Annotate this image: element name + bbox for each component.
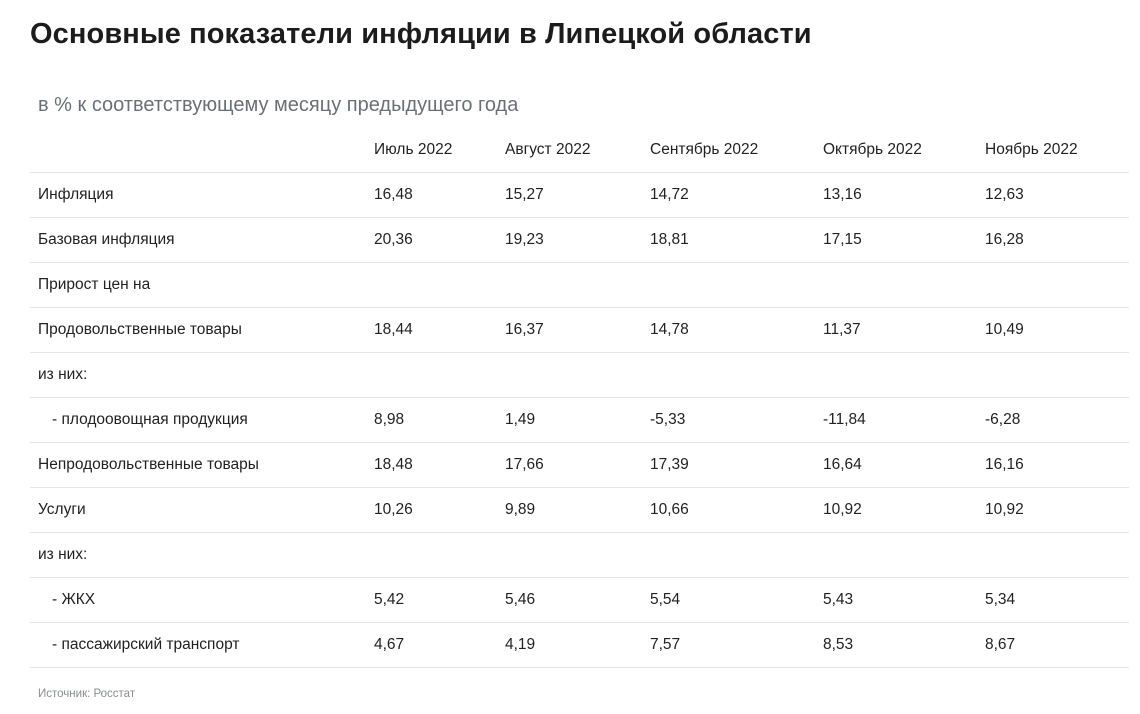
value-cell: 15,27 [497, 172, 642, 218]
value-cell: 4,19 [497, 622, 642, 668]
value-cell: 8,53 [815, 622, 977, 668]
value-cell: 8,98 [366, 397, 497, 443]
value-cell: 14,72 [642, 172, 815, 218]
table-row: - плодоовощная продукция 8,98 1,49 -5,33 -11… [30, 397, 1129, 443]
value-cell: 10,26 [366, 487, 497, 533]
row-label: Непродовольственные товары [30, 442, 366, 488]
value-cell: 12,63 [977, 172, 1129, 218]
value-cell [366, 262, 497, 308]
value-cell [815, 352, 977, 398]
source-note: Источник: Росстат [38, 688, 136, 700]
value-cell: 17,39 [642, 442, 815, 488]
inflation-table: Июль 2022 Август 2022 Сентябрь 2022 Октя… [30, 128, 1129, 668]
value-cell [366, 532, 497, 578]
row-label: Базовая инфляция [30, 217, 366, 263]
value-cell: 16,48 [366, 172, 497, 218]
value-cell: 17,66 [497, 442, 642, 488]
value-cell: 9,89 [497, 487, 642, 533]
value-cell [642, 352, 815, 398]
value-cell: 5,43 [815, 577, 977, 623]
row-label: Инфляция [30, 172, 366, 218]
value-cell: 18,48 [366, 442, 497, 488]
row-label: Услуги [30, 487, 366, 533]
table-row: Продовольственные товары 18,44 16,37 14,78 1… [30, 307, 1129, 353]
value-cell: -6,28 [977, 397, 1129, 443]
value-cell [815, 262, 977, 308]
value-cell: 10,49 [977, 307, 1129, 353]
value-cell [497, 532, 642, 578]
table-row: из них: [30, 532, 1129, 578]
table-body: Инфляция 16,48 15,27 14,72 13,16 12,63 Базовая… [30, 172, 1129, 668]
value-cell: 4,67 [366, 622, 497, 668]
header-cell-july: Июль 2022 [366, 128, 497, 173]
value-cell [642, 532, 815, 578]
value-cell: 10,92 [815, 487, 977, 533]
value-cell [497, 262, 642, 308]
table-row: Инфляция 16,48 15,27 14,72 13,16 12,63 [30, 172, 1129, 218]
value-cell: 13,16 [815, 172, 977, 218]
value-cell: 16,37 [497, 307, 642, 353]
value-cell: 5,34 [977, 577, 1129, 623]
row-label: - плодоовощная продукция [30, 397, 366, 443]
value-cell: 10,66 [642, 487, 815, 533]
value-cell [815, 532, 977, 578]
value-cell [642, 262, 815, 308]
value-cell: 5,46 [497, 577, 642, 623]
table-row: - ЖКХ 5,42 5,46 5,54 5,43 5,34 [30, 577, 1129, 623]
value-cell: 18,44 [366, 307, 497, 353]
row-label: Продовольственные товары [30, 307, 366, 353]
header-cell-november: Ноябрь 2022 [977, 128, 1129, 173]
value-cell: 19,23 [497, 217, 642, 263]
value-cell: 10,92 [977, 487, 1129, 533]
value-cell: 7,57 [642, 622, 815, 668]
value-cell: 16,28 [977, 217, 1129, 263]
value-cell: 20,36 [366, 217, 497, 263]
value-cell: -5,33 [642, 397, 815, 443]
value-cell: 5,42 [366, 577, 497, 623]
table-row: из них: [30, 352, 1129, 398]
row-label: из них: [30, 532, 366, 578]
value-cell [497, 352, 642, 398]
header-cell-label [30, 128, 366, 173]
row-label: Прирост цен на [30, 262, 366, 308]
value-cell: 16,64 [815, 442, 977, 488]
value-cell [366, 352, 497, 398]
value-cell: 18,81 [642, 217, 815, 263]
header-cell-september: Сентябрь 2022 [642, 128, 815, 173]
value-cell [977, 352, 1129, 398]
row-label: - пассажирский транспорт [30, 622, 366, 668]
value-cell: 14,78 [642, 307, 815, 353]
table-row: Прирост цен на [30, 262, 1129, 308]
table-row: Услуги 10,26 9,89 10,66 10,92 10,92 [30, 487, 1129, 533]
page-title: Основные показатели инфляции в Липецкой … [30, 18, 812, 50]
header-cell-august: Август 2022 [497, 128, 642, 173]
value-cell: 1,49 [497, 397, 642, 443]
table-subtitle: в % к соответствующему месяцу предыдущег… [38, 94, 519, 116]
table-header-row: Июль 2022 Август 2022 Сентябрь 2022 Октя… [30, 128, 1129, 173]
table-row: Непродовольственные товары 18,48 17,66 17,3… [30, 442, 1129, 488]
value-cell: 8,67 [977, 622, 1129, 668]
header-cell-october: Октябрь 2022 [815, 128, 977, 173]
value-cell [977, 262, 1129, 308]
value-cell: 16,16 [977, 442, 1129, 488]
value-cell [977, 532, 1129, 578]
value-cell: -11,84 [815, 397, 977, 443]
value-cell: 11,37 [815, 307, 977, 353]
row-label: - ЖКХ [30, 577, 366, 623]
table-row: - пассажирский транспорт 4,67 4,19 7,57 8,53… [30, 622, 1129, 668]
table-row: Базовая инфляция 20,36 19,23 18,81 17,15 16,2… [30, 217, 1129, 263]
value-cell: 17,15 [815, 217, 977, 263]
row-label: из них: [30, 352, 366, 398]
value-cell: 5,54 [642, 577, 815, 623]
